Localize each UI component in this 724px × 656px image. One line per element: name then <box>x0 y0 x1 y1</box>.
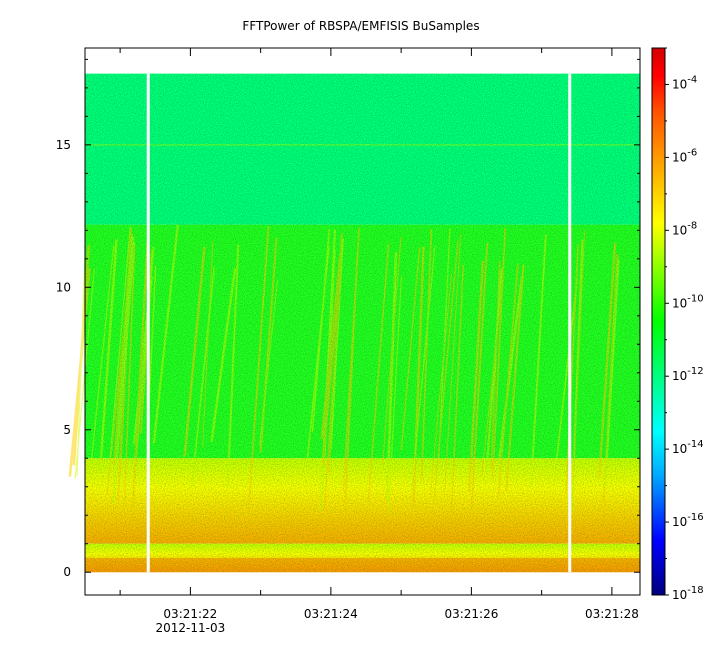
x-tick-label: 03:21:26 <box>444 607 498 621</box>
x-tick-label: 03:21:22 <box>163 607 217 621</box>
colorbar: 10-18 10-16 10-14 10-12 10-10 10-8 10-6 10-4 <box>651 47 704 602</box>
data-gap <box>568 73 572 573</box>
x-tick-label: 03:21:24 <box>304 607 358 621</box>
colorbar-tick-label: 10-8 <box>672 220 697 237</box>
x-tick-sublabel: 2012-11-03 <box>156 621 226 635</box>
chart-title: FFTPower of RBSPA/EMFISIS BuSamples <box>242 19 479 33</box>
colorbar-tick-label: 10-12 <box>672 366 704 383</box>
data-gap <box>146 73 150 573</box>
y-tick-label: 15 <box>56 138 71 152</box>
colorbar-tick-label: 10-18 <box>672 585 704 602</box>
y-tick-label: 5 <box>63 423 71 437</box>
x-tick-label: 03:21:28 <box>585 607 639 621</box>
colorbar-tick-label: 10-4 <box>672 74 697 91</box>
y-axis: 0 5 10 15 <box>56 58 640 579</box>
colorbar-tick-label: 10-16 <box>672 512 704 529</box>
y-tick-label: 0 <box>63 565 71 579</box>
y-tick-label: 10 <box>56 280 71 294</box>
colorbar-gradient <box>651 47 666 596</box>
colorbar-tick-label: 10-6 <box>672 147 697 164</box>
spectrogram-noise <box>85 73 640 573</box>
plot-frame <box>84 47 641 596</box>
colorbar-tick-label: 10-10 <box>672 293 704 310</box>
plot-area <box>68 73 640 573</box>
colorbar-tick-label: 10-14 <box>672 439 704 456</box>
